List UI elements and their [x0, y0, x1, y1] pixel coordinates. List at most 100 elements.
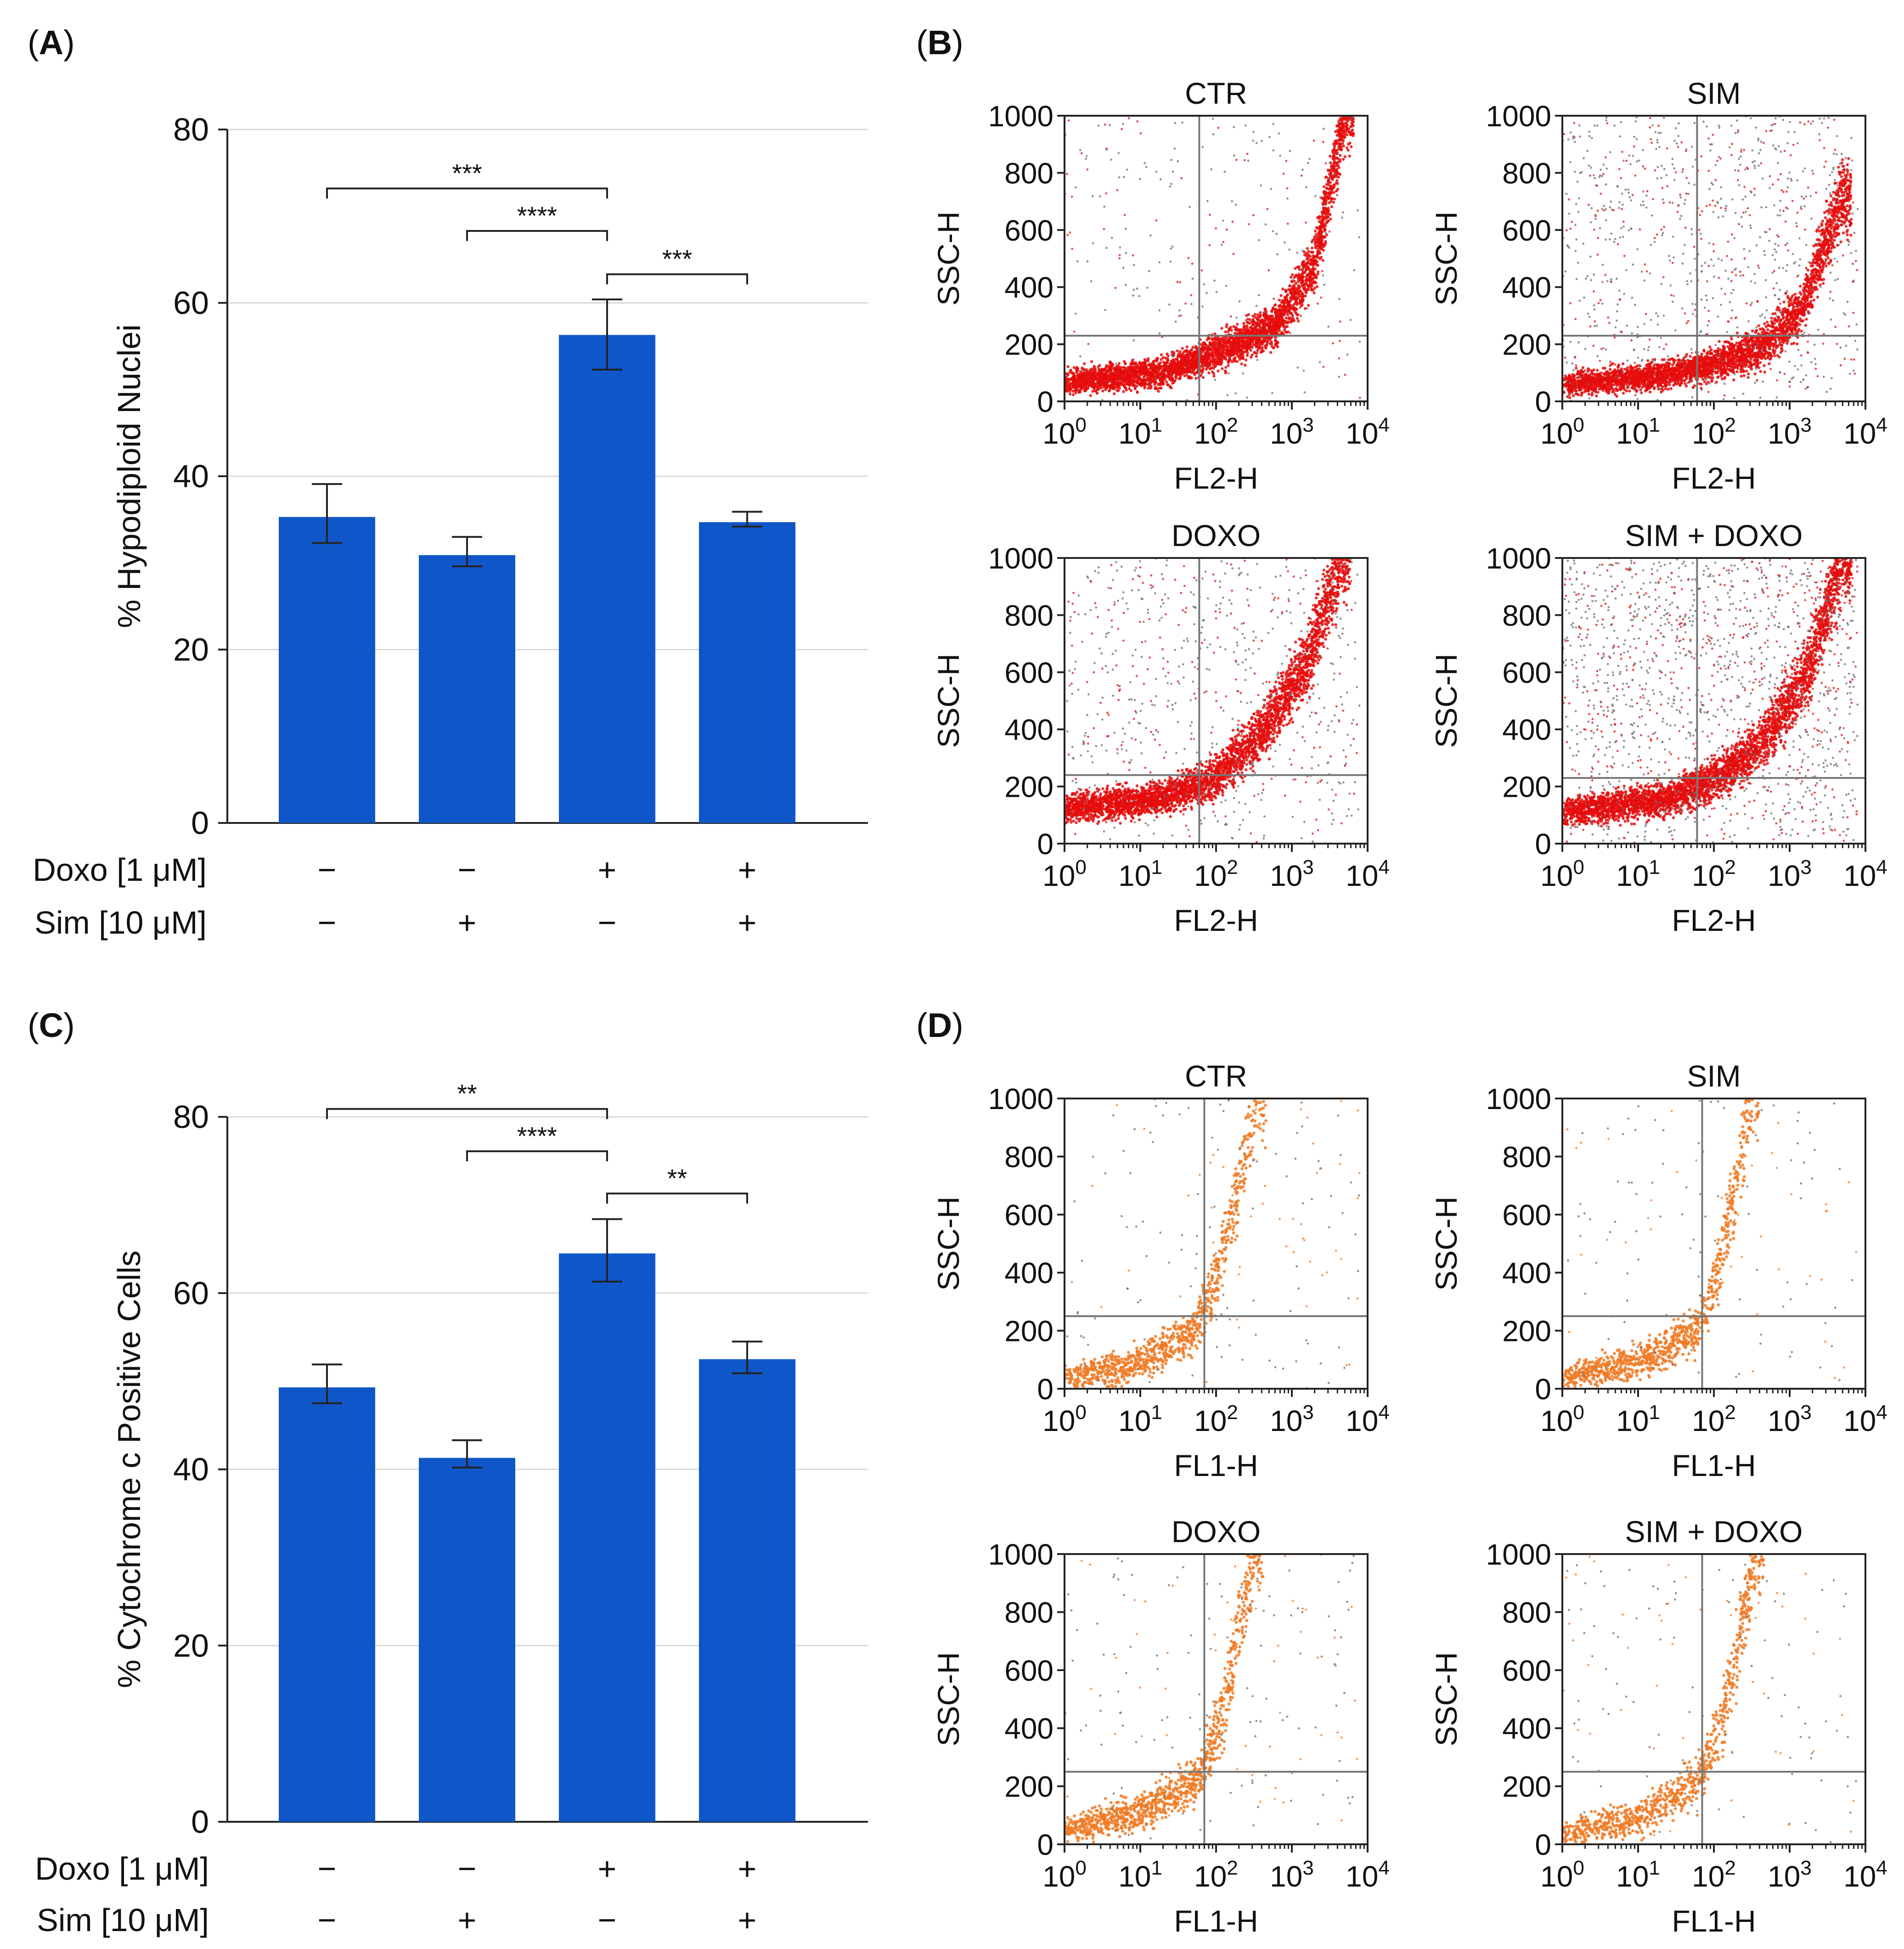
scatter-point — [1074, 186, 1077, 189]
event-point — [1143, 358, 1147, 361]
event-point — [1075, 367, 1079, 371]
condition-sign: − — [458, 852, 477, 888]
scatter-point — [1145, 166, 1148, 168]
event-point — [1159, 361, 1162, 364]
event-point — [1225, 325, 1228, 328]
scatter-point — [1247, 159, 1250, 162]
y-tick-label: 0 — [191, 805, 209, 841]
scatter-point — [1301, 249, 1304, 252]
event-point — [1293, 302, 1296, 305]
scatter-point — [1324, 231, 1327, 234]
scatter-point — [1170, 247, 1172, 250]
event-point — [1210, 366, 1214, 369]
event-point — [1332, 168, 1335, 171]
event-point — [1324, 213, 1328, 216]
event-point — [1338, 129, 1341, 132]
scatter-point — [1170, 183, 1172, 185]
event-point — [1069, 371, 1072, 374]
scatter-point — [1067, 119, 1070, 122]
event-point — [1170, 378, 1173, 382]
event-point — [1342, 124, 1345, 128]
event-point — [1143, 386, 1146, 390]
event-point — [1279, 294, 1283, 297]
event-point — [1288, 316, 1291, 319]
scatter-point — [1103, 205, 1106, 208]
event-point — [1328, 172, 1331, 176]
event-point — [1285, 305, 1288, 309]
event-point — [1277, 320, 1280, 323]
event-point — [1689, 355, 1692, 358]
event-point — [1298, 302, 1301, 305]
event-point — [1236, 322, 1239, 326]
event-point — [1332, 201, 1335, 204]
event-point — [1079, 381, 1082, 384]
event-point — [1316, 238, 1320, 242]
event-point — [1071, 393, 1075, 396]
event-point — [1250, 355, 1253, 359]
event-point — [1321, 202, 1324, 205]
event-point — [1348, 102, 1351, 105]
event-point — [1345, 100, 1347, 103]
event-point — [1343, 85, 1346, 88]
event-point — [1109, 375, 1112, 378]
event-point — [1221, 367, 1224, 370]
event-point — [1262, 330, 1265, 333]
event-point — [1122, 375, 1126, 378]
scatter-point — [1289, 332, 1292, 334]
event-point — [1311, 268, 1314, 271]
event-point — [1294, 267, 1297, 270]
significance-bracket — [326, 1108, 608, 1119]
event-point — [1345, 87, 1348, 90]
scatter-point — [1270, 187, 1273, 190]
event-point — [1111, 375, 1115, 378]
scatter-point — [1080, 152, 1083, 155]
event-point — [1348, 87, 1351, 90]
condition-row-label: Sim [10 μM] — [34, 905, 207, 941]
y-axis-label: SSC-H — [931, 211, 965, 305]
event-point — [1193, 355, 1196, 359]
event-point — [1308, 284, 1311, 287]
event-point — [1307, 250, 1310, 253]
scatter-point — [1338, 298, 1341, 300]
scatter-point — [1169, 185, 1172, 188]
scatter-point — [1169, 260, 1172, 263]
event-point — [1305, 261, 1308, 265]
event-point — [1342, 130, 1346, 134]
event-point — [1211, 363, 1215, 366]
scatter-point — [1210, 168, 1213, 170]
event-point — [1329, 181, 1332, 184]
event-point — [1351, 107, 1354, 110]
event-point — [1239, 349, 1242, 353]
event-point — [1183, 368, 1187, 372]
event-point — [1310, 259, 1313, 263]
event-point — [1247, 336, 1251, 339]
event-point — [1323, 185, 1326, 188]
event-point — [1262, 321, 1266, 324]
scatter-point — [1139, 178, 1141, 180]
scatter-point — [1289, 150, 1291, 152]
event-point — [1234, 340, 1237, 344]
event-point — [1325, 187, 1328, 190]
event-point — [1276, 345, 1279, 349]
scatter-point — [1087, 343, 1090, 345]
scatter-point — [1155, 170, 1158, 173]
event-point — [1082, 372, 1086, 376]
panel-label-c: (C) — [28, 1006, 75, 1044]
condition-sign: − — [318, 1851, 337, 1887]
scatter-point — [1208, 244, 1211, 247]
scatter-point — [1125, 284, 1127, 287]
scatter-point — [1189, 206, 1191, 208]
event-point — [1352, 108, 1354, 111]
scatter-point — [1225, 228, 1228, 231]
event-point — [1110, 387, 1114, 390]
event-point — [1138, 361, 1141, 364]
scatter-point — [1234, 203, 1237, 206]
event-point — [1822, 282, 1825, 285]
event-point — [1340, 134, 1343, 137]
event-point — [1121, 371, 1125, 375]
scatter-point — [1213, 279, 1216, 282]
scatter-point — [1090, 280, 1093, 282]
scatter-point — [1066, 173, 1068, 175]
event-point — [1321, 259, 1324, 262]
